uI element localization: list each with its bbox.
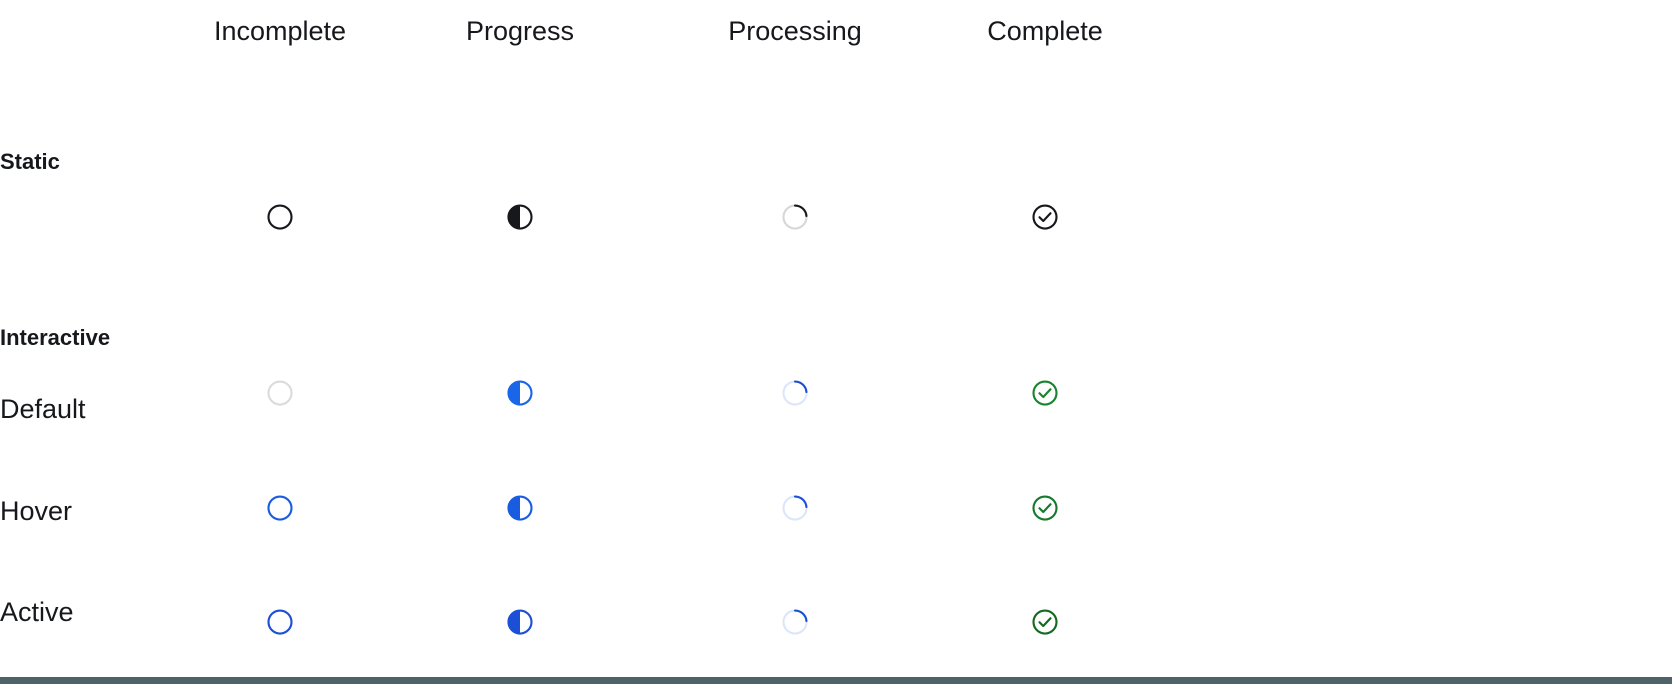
column-header-complete: Complete [987, 16, 1103, 46]
row-label-hover: Hover [0, 496, 73, 526]
incomplete-circle-icon[interactable] [263, 491, 297, 525]
progress-half-circle-icon[interactable] [503, 376, 537, 410]
column-header-progress: Progress [465, 16, 575, 46]
section-title-interactive: Interactive [0, 325, 111, 350]
row-label-active: Active [0, 597, 74, 627]
progress-half-circle-icon[interactable] [503, 491, 537, 525]
complete-check-circle-icon[interactable] [1028, 491, 1062, 525]
complete-check-circle-icon[interactable] [1028, 605, 1062, 639]
complete-check-circle-icon[interactable] [1028, 376, 1062, 410]
column-header-incomplete: Incomplete [213, 16, 347, 46]
bottom-divider [0, 677, 1672, 684]
processing-spinner-icon[interactable] [778, 605, 812, 639]
column-header-processing: Processing [728, 16, 862, 46]
processing-spinner-icon[interactable] [778, 376, 812, 410]
progress-half-circle-icon [503, 200, 537, 234]
processing-spinner-icon[interactable] [778, 491, 812, 525]
processing-spinner-icon [778, 200, 812, 234]
progress-half-circle-icon[interactable] [503, 605, 537, 639]
row-label-default: Default [0, 394, 86, 424]
incomplete-circle-icon[interactable] [263, 605, 297, 639]
complete-check-circle-icon [1028, 200, 1062, 234]
incomplete-circle-icon[interactable] [263, 376, 297, 410]
incomplete-circle-icon [263, 200, 297, 234]
section-title-static: Static [0, 149, 60, 174]
